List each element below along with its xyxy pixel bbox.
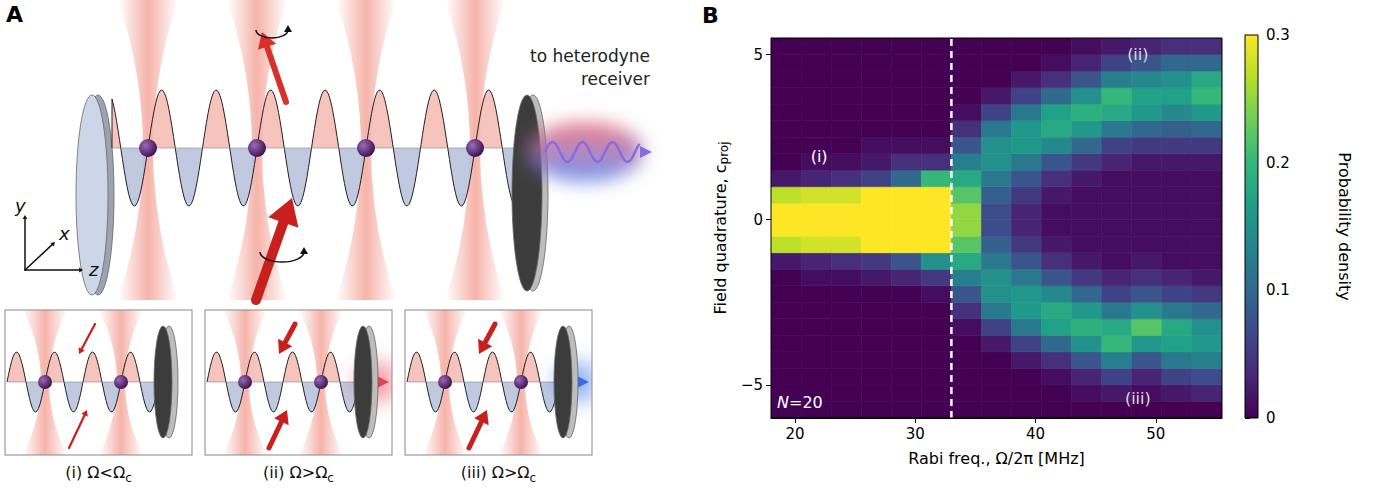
svg-text:5: 5 bbox=[753, 46, 763, 64]
svg-text:0.2: 0.2 bbox=[1266, 154, 1290, 172]
svg-text:receiver: receiver bbox=[581, 69, 650, 89]
svg-text:Probability density: Probability density bbox=[1335, 152, 1354, 300]
svg-text:0.1: 0.1 bbox=[1266, 281, 1290, 299]
svg-text:20: 20 bbox=[786, 425, 805, 443]
svg-text:N: N bbox=[777, 393, 789, 412]
svg-text:(i) Ω<Ωc: (i) Ω<Ωc bbox=[65, 463, 131, 485]
svg-text:proj: proj bbox=[717, 141, 731, 164]
svg-text:−5: −5 bbox=[741, 376, 763, 394]
svg-text:=20: =20 bbox=[789, 393, 823, 412]
svg-text:40: 40 bbox=[1026, 425, 1045, 443]
svg-text:(ii) Ω>Ωc: (ii) Ω>Ωc bbox=[263, 463, 334, 485]
svg-text:(iii): (iii) bbox=[1125, 389, 1151, 408]
svg-text:x: x bbox=[58, 223, 70, 244]
svg-text:A: A bbox=[6, 2, 23, 27]
svg-text:to heterodyne: to heterodyne bbox=[530, 46, 650, 66]
svg-text:(i): (i) bbox=[811, 147, 828, 166]
svg-text:Rabi freq., Ω/2π [MHz]: Rabi freq., Ω/2π [MHz] bbox=[908, 449, 1085, 468]
svg-text:(ii): (ii) bbox=[1127, 45, 1148, 64]
svg-text:0: 0 bbox=[1266, 409, 1276, 427]
svg-text:B: B bbox=[702, 3, 719, 28]
svg-text:(iii) Ω>Ωc: (iii) Ω>Ωc bbox=[461, 463, 536, 485]
svg-text:Field quadrature, c: Field quadrature, c bbox=[711, 164, 730, 314]
svg-text:30: 30 bbox=[906, 425, 925, 443]
svg-text:0.3: 0.3 bbox=[1266, 26, 1290, 44]
svg-text:z: z bbox=[88, 259, 99, 280]
svg-text:50: 50 bbox=[1146, 425, 1165, 443]
svg-text:0: 0 bbox=[753, 211, 763, 229]
svg-text:y: y bbox=[14, 195, 26, 216]
